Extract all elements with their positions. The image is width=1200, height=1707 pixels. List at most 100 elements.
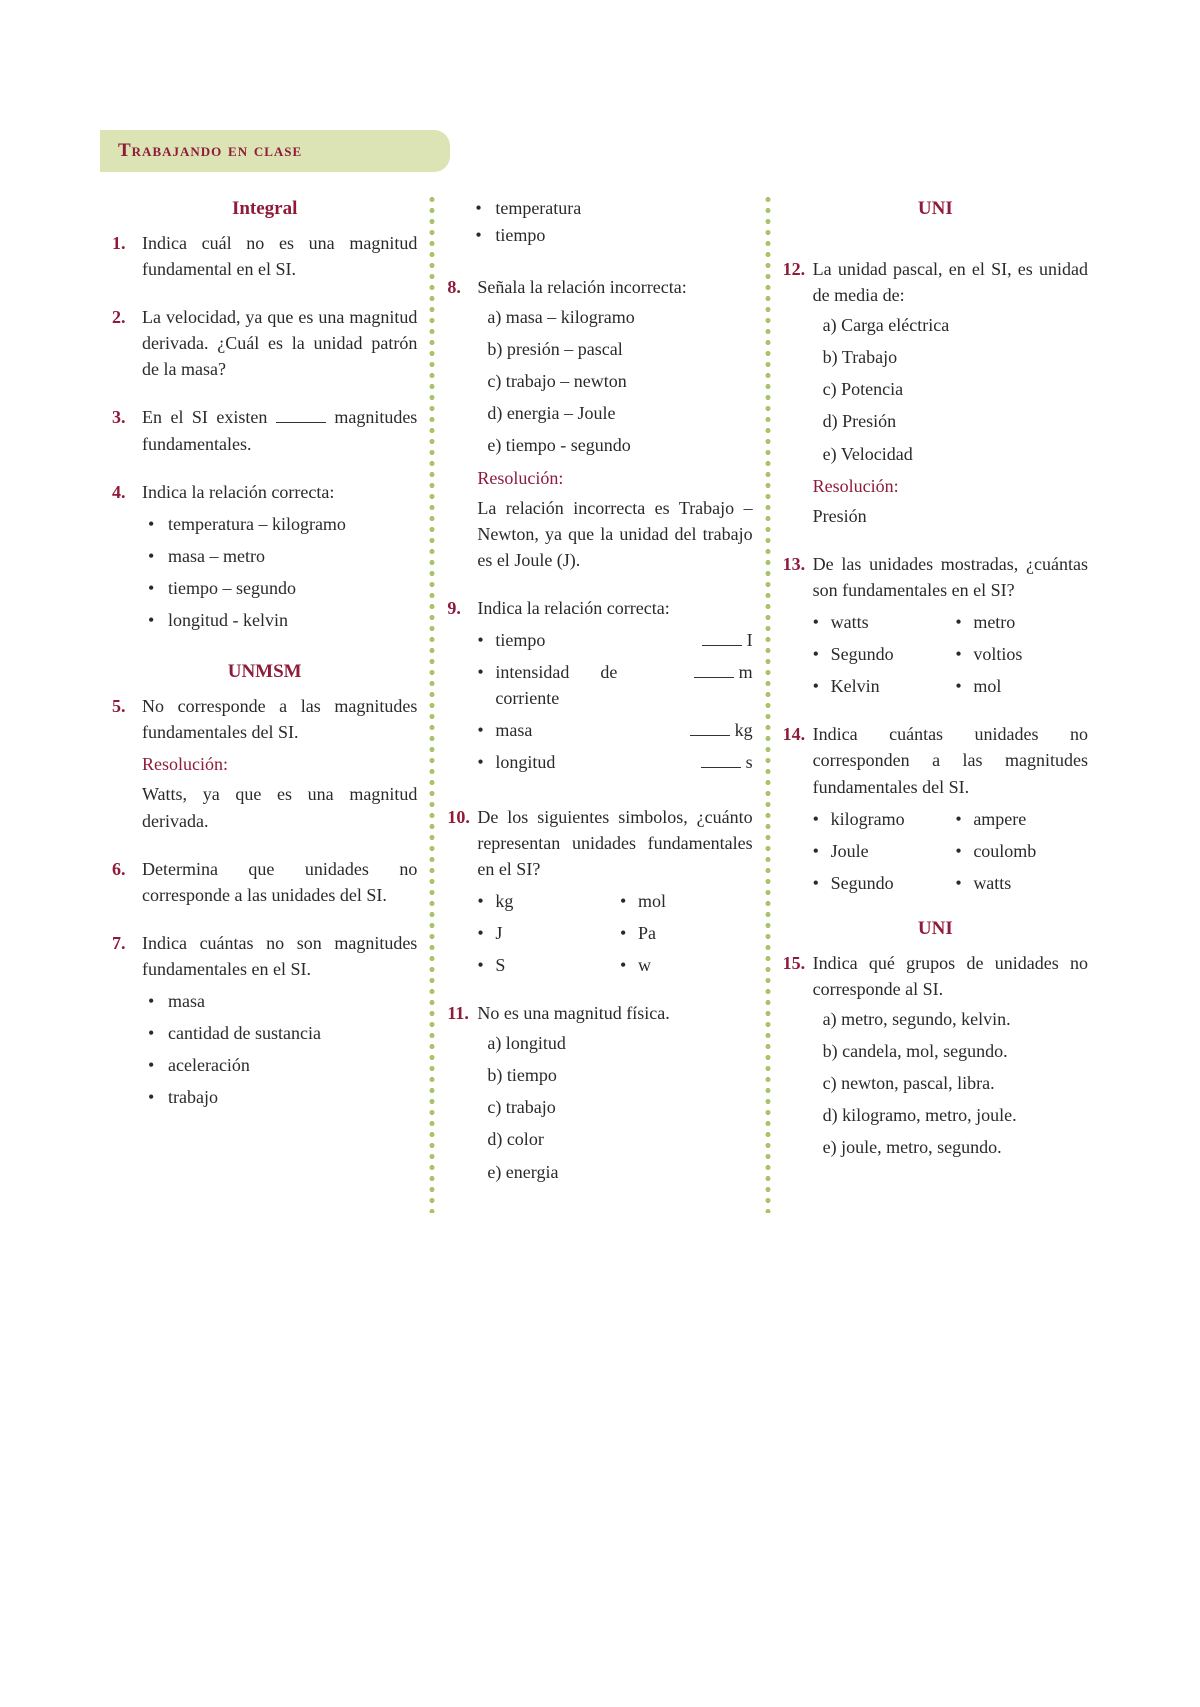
question-8: 8. Señala la relación incorrecta: a) mas…	[447, 274, 752, 573]
question-number: 6.	[112, 856, 142, 908]
list-item: mol	[620, 888, 753, 914]
list-item: Joule	[813, 838, 946, 864]
question-text: De las unidades mostradas, ¿cuántas son …	[813, 551, 1088, 603]
list-item: temperatura – kilogramo	[148, 511, 417, 537]
resolution-label: Resolución:	[813, 473, 1088, 499]
option: d) energia – Joule	[477, 400, 752, 426]
question-body: La unidad pascal, en el SI, es unidad de…	[813, 256, 1088, 529]
list-item: S	[477, 952, 610, 978]
question-text: No corresponde a las magnitudes fundamen…	[142, 693, 417, 745]
two-col-list: kg mol J Pa S w	[477, 888, 752, 978]
q7-continuation: temperatura tiempo	[469, 198, 752, 246]
question-number: 11.	[447, 1000, 477, 1191]
question-number: 1.	[112, 230, 142, 282]
option: b) candela, mol, segundo.	[813, 1038, 1088, 1064]
question-text: Indica cuántas unidades no corresponden …	[813, 721, 1088, 799]
question-number: 10.	[447, 804, 477, 979]
question-14: 14. Indica cuántas unidades no correspon…	[783, 721, 1088, 896]
question-text: En el SI existen magnitudes fundamentale…	[142, 404, 417, 456]
q3-pre: En el SI existen	[142, 407, 267, 427]
question-body: Indica la relación correcta: tiempo I in…	[477, 595, 752, 782]
match-left: intensidad de corriente	[477, 659, 617, 711]
question-body: Indica cuántas unidades no corresponden …	[813, 721, 1088, 896]
list-item: temperatura	[475, 198, 752, 219]
question-3: 3. En el SI existen magnitudes fundament…	[112, 404, 417, 456]
list-item: kilogramo	[813, 806, 946, 832]
column-1: Integral 1. Indica cuál no es una magnit…	[100, 194, 429, 1213]
list-item: Pa	[620, 920, 753, 946]
column-2: temperatura tiempo 8. Señala la relación…	[435, 194, 764, 1213]
question-number: 14.	[783, 721, 813, 896]
list-item: Kelvin	[813, 673, 946, 699]
question-number: 8.	[447, 274, 477, 573]
match-row: masa kg	[477, 717, 752, 743]
option: e) joule, metro, segundo.	[813, 1134, 1088, 1160]
option: b) Trabajo	[813, 344, 1088, 370]
list-item: w	[620, 952, 753, 978]
question-9: 9. Indica la relación correcta: tiempo I…	[447, 595, 752, 782]
question-text: Determina que unidades no corresponde a …	[142, 856, 417, 908]
options-list: a) longitud b) tiempo c) trabajo d) colo…	[477, 1030, 752, 1184]
resolution-text: Presión	[813, 503, 1088, 529]
list-item: Segundo	[813, 870, 946, 896]
list-item: aceleración	[148, 1052, 417, 1078]
option: b) presión – pascal	[477, 336, 752, 362]
question-text: De los siguientes simbolos, ¿cuánto repr…	[477, 804, 752, 882]
list-item: metro	[955, 609, 1088, 635]
question-text: Indica la relación correcta:	[477, 595, 752, 621]
question-text: No es una magnitud física.	[477, 1000, 752, 1026]
question-body: No corresponde a las magnitudes fundamen…	[142, 693, 417, 833]
section-title-uni-2: UNI	[783, 918, 1088, 940]
list-item: trabajo	[148, 1084, 417, 1110]
list-item: coulomb	[955, 838, 1088, 864]
question-13: 13. De las unidades mostradas, ¿cuántas …	[783, 551, 1088, 699]
question-number: 3.	[112, 404, 142, 456]
question-number: 2.	[112, 304, 142, 382]
match-right: m	[694, 659, 753, 711]
match-right: I	[702, 627, 753, 653]
option: c) newton, pascal, libra.	[813, 1070, 1088, 1096]
list-item: tiempo	[475, 225, 752, 246]
option: d) color	[477, 1126, 752, 1152]
match-right: kg	[690, 717, 753, 743]
option: c) Potencia	[813, 376, 1088, 402]
blank-line	[276, 422, 326, 423]
match-right: s	[701, 749, 753, 775]
section-banner: Trabajando en clase	[100, 130, 450, 172]
question-body: No es una magnitud física. a) longitud b…	[477, 1000, 752, 1191]
option: d) Presión	[813, 408, 1088, 434]
question-1: 1. Indica cuál no es una magnitud fundam…	[112, 230, 417, 282]
option: c) trabajo – newton	[477, 368, 752, 394]
list-item: Segundo	[813, 641, 946, 667]
question-text: La unidad pascal, en el SI, es unidad de…	[813, 256, 1088, 308]
question-text: La velocidad, ya que es una magnitud der…	[142, 304, 417, 382]
list-item: voltios	[955, 641, 1088, 667]
option: a) metro, segundo, kelvin.	[813, 1006, 1088, 1032]
resolution-label: Resolución:	[142, 751, 417, 777]
match-left: longitud	[477, 749, 555, 775]
list-item: masa	[148, 988, 417, 1014]
column-3: UNI 12. La unidad pascal, en el SI, es u…	[771, 194, 1100, 1213]
resolution-label: Resolución:	[477, 465, 752, 491]
list-item: ampere	[955, 806, 1088, 832]
match-row: tiempo I	[477, 627, 752, 653]
question-text: Indica cuántas no son magnitudes fundame…	[142, 930, 417, 982]
section-title-integral: Integral	[112, 198, 417, 220]
option: b) tiempo	[477, 1062, 752, 1088]
section-title-uni: UNI	[783, 198, 1088, 220]
two-col-list: kilogramo ampere Joule coulomb Segundo w…	[813, 806, 1088, 896]
question-text: Indica cuál no es una magnitud fundament…	[142, 230, 417, 282]
option: d) kilogramo, metro, joule.	[813, 1102, 1088, 1128]
question-text: Indica qué grupos de unidades no corresp…	[813, 950, 1088, 1002]
question-number: 5.	[112, 693, 142, 833]
bullet-list: temperatura – kilogramo masa – metro tie…	[142, 511, 417, 633]
question-number: 7.	[112, 930, 142, 1117]
question-body: De los siguientes simbolos, ¿cuánto repr…	[477, 804, 752, 979]
question-15: 15. Indica qué grupos de unidades no cor…	[783, 950, 1088, 1167]
list-item: kg	[477, 888, 610, 914]
option: a) masa – kilogramo	[477, 304, 752, 330]
question-number: 12.	[783, 256, 813, 529]
match-left: masa	[477, 717, 532, 743]
resolution-text: Watts, ya que es una magnitud derivada.	[142, 781, 417, 833]
option: e) energia	[477, 1159, 752, 1185]
